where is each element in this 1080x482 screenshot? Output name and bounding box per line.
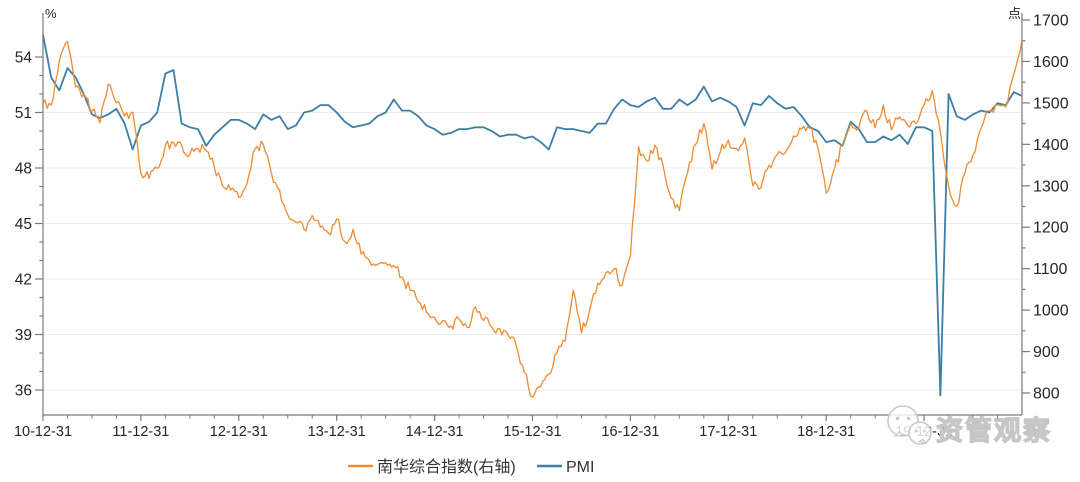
left-tick-label: 54	[15, 50, 33, 67]
right-tick-label: 1400	[1033, 137, 1069, 154]
nanhua-series-line	[42, 40, 1023, 398]
legend-nanhua-label: 南华综合指数(右轴)	[377, 458, 516, 476]
x-axis: 10-12-31 11-12-31 12-12-31 13-12-31 14-12-31…	[14, 414, 1022, 440]
left-tick-label: 51	[15, 105, 32, 122]
left-tick-label: 39	[15, 327, 32, 344]
right-tick-label: 1200	[1033, 220, 1069, 237]
x-tick-label: 17-12-31	[699, 424, 757, 440]
right-axis-unit-label: 点	[1008, 6, 1021, 21]
left-tick-label: 36	[15, 383, 32, 400]
right-tick-label: 1300	[1033, 178, 1069, 195]
series-lines	[42, 34, 1023, 398]
x-tick-label: 10-12-31	[14, 424, 72, 440]
x-tick-label: 16-12-31	[601, 424, 659, 440]
right-tick-label: 1100	[1033, 261, 1068, 278]
legend-pmi-label: PMI	[566, 459, 594, 476]
right-tick-label: 1600	[1033, 54, 1069, 71]
right-axis: 800 900 1000 1100 1200 1300 1400 1500 1600 1700 点	[1008, 6, 1069, 415]
left-tick-label: 42	[15, 272, 32, 289]
right-tick-label: 1500	[1033, 95, 1069, 112]
x-tick-label: 13-12-31	[308, 424, 366, 440]
left-axis-unit-label: %	[45, 6, 57, 21]
right-tick-label: 1000	[1033, 303, 1069, 320]
x-tick-label: 18-12-31	[797, 424, 855, 440]
x-tick-label: 11-12-31	[112, 424, 169, 440]
right-tick-label: 1700	[1033, 13, 1069, 30]
right-tick-label: 900	[1033, 344, 1060, 361]
left-tick-label: 45	[15, 216, 32, 233]
right-tick-label: 800	[1033, 386, 1060, 403]
x-tick-label: 12-12-31	[210, 424, 268, 440]
left-tick-label: 48	[15, 161, 32, 178]
x-tick-label: 19-12-31	[895, 424, 953, 440]
gridlines	[43, 56, 1022, 391]
x-tick-label: 14-12-31	[406, 424, 464, 440]
left-axis: 36 39 42 45 48 51 54%	[15, 6, 57, 415]
x-tick-label: 15-12-31	[503, 424, 561, 440]
legend: 南华综合指数(右轴) PMI	[348, 458, 594, 476]
pmi-series-line	[42, 34, 1023, 397]
